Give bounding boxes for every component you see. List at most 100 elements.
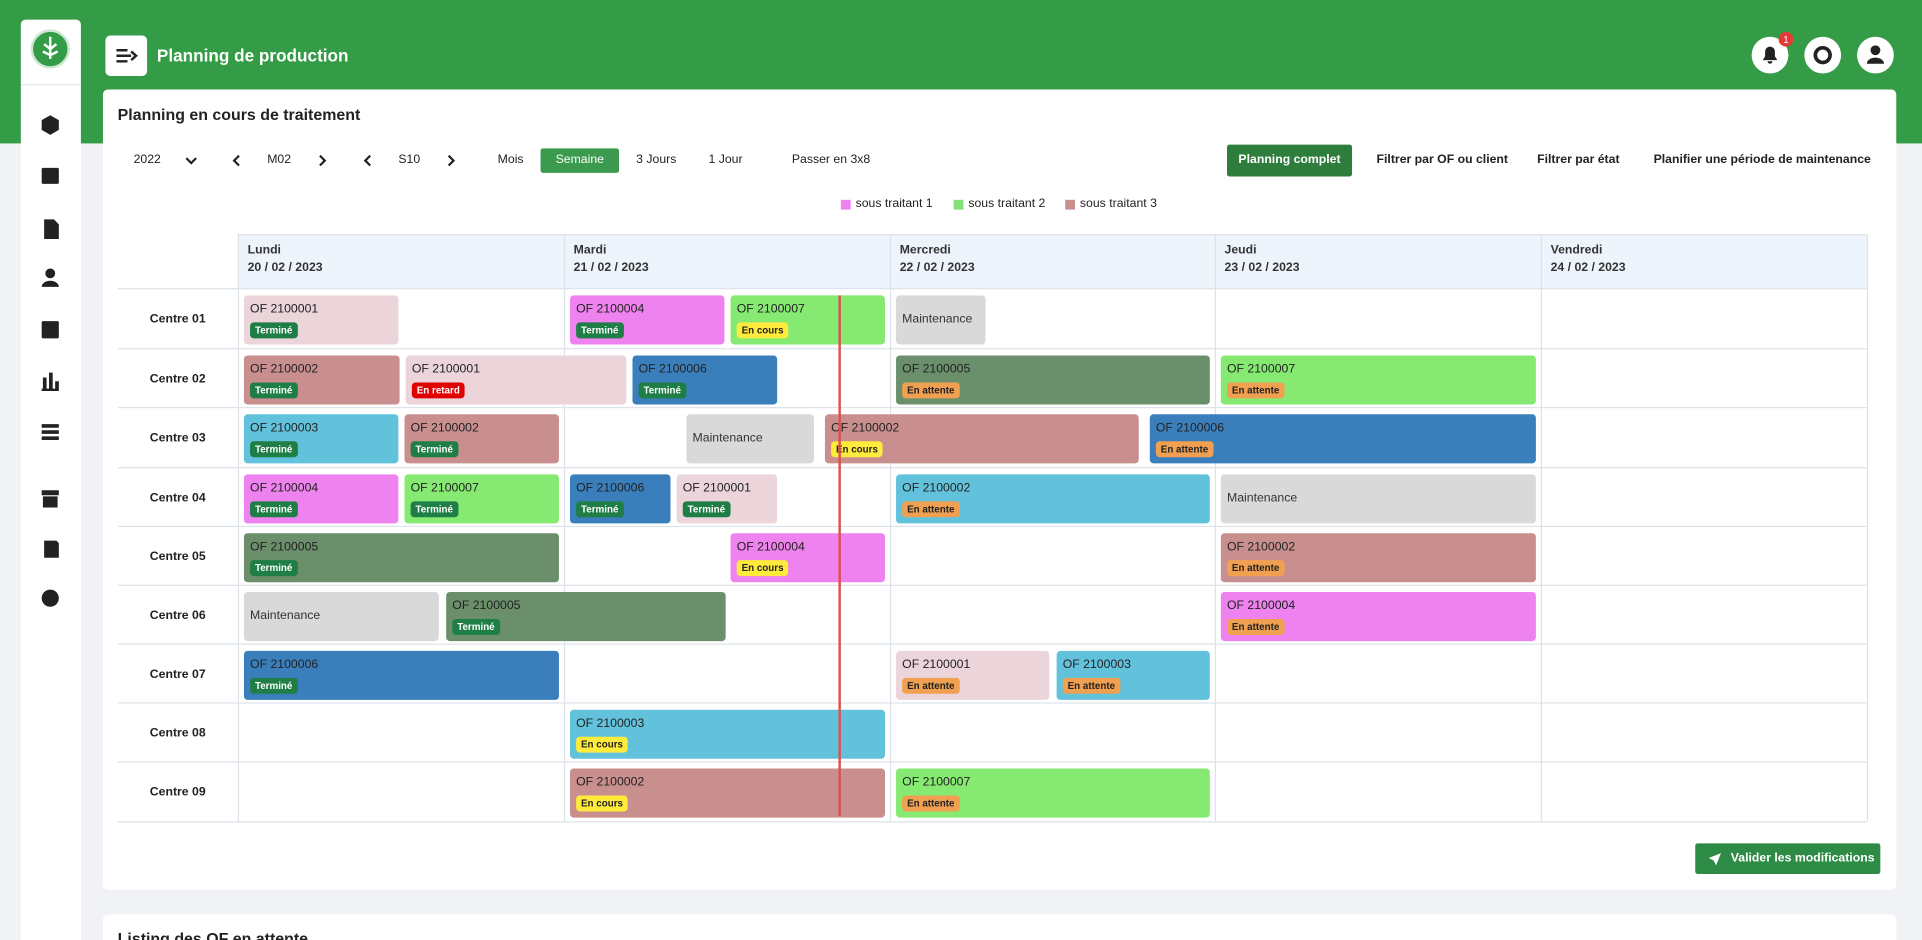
status-badge: En attente bbox=[1226, 619, 1285, 635]
chevron-button[interactable] bbox=[445, 154, 457, 167]
status-badge: Terminé bbox=[250, 322, 298, 339]
status-badge: Terminé bbox=[250, 501, 298, 518]
day-name: Lundi bbox=[247, 243, 281, 258]
task-block[interactable]: OF 2100007 En cours bbox=[730, 295, 886, 345]
task-block[interactable]: OF 2100002 En attente bbox=[1220, 533, 1536, 583]
task-block[interactable]: OF 2100002 En cours bbox=[824, 414, 1139, 464]
task-block[interactable]: OF 2100004 Terminé bbox=[243, 474, 399, 524]
nav-users[interactable] bbox=[45, 268, 56, 279]
task-block[interactable]: OF 2100003 En attente bbox=[1056, 650, 1210, 700]
task-block[interactable]: OF 2100007 En attente bbox=[1220, 355, 1536, 405]
task-block[interactable]: OF 2100002 Terminé bbox=[243, 355, 400, 405]
nav-archive[interactable] bbox=[41, 490, 59, 508]
task-block[interactable]: OF 2100007 En attente bbox=[896, 768, 1210, 818]
status-badge: En cours bbox=[736, 560, 789, 577]
task-label: OF 2100005 bbox=[902, 362, 971, 377]
view-tab[interactable]: 1 Jour bbox=[708, 153, 743, 167]
task-label: OF 2100006 bbox=[250, 658, 319, 672]
task-block[interactable]: OF 2100001 En retard bbox=[405, 355, 627, 405]
task-block[interactable]: OF 2100006 Terminé bbox=[243, 650, 559, 700]
shift-toggle[interactable]: Passer en 3x8 bbox=[791, 153, 871, 167]
grid-column-line bbox=[563, 234, 566, 822]
status-badge: En attente bbox=[1155, 441, 1214, 458]
status-badge: Terminé bbox=[576, 322, 624, 339]
status-badge: Terminé bbox=[250, 677, 298, 694]
status-badge: Terminé bbox=[452, 619, 500, 635]
chevron-button[interactable] bbox=[316, 154, 328, 167]
nav-chat[interactable] bbox=[41, 589, 59, 607]
day-name: Jeudi bbox=[1224, 243, 1257, 258]
task-block[interactable]: Maintenance bbox=[686, 414, 814, 464]
nav-stats[interactable] bbox=[41, 372, 59, 392]
task-block[interactable]: OF 2100001 Terminé bbox=[676, 474, 778, 524]
task-label: OF 2100005 bbox=[250, 540, 319, 555]
task-block[interactable]: Maintenance bbox=[896, 295, 986, 345]
row-label: Centre 01 bbox=[149, 312, 206, 327]
task-label: OF 2100001 bbox=[902, 658, 971, 672]
task-label: OF 2100002 bbox=[410, 421, 479, 436]
action-button[interactable]: Filtrer par état bbox=[1537, 153, 1620, 167]
nav-products[interactable] bbox=[41, 115, 59, 135]
grid-column-line bbox=[1540, 234, 1543, 822]
task-block[interactable]: OF 2100005 Terminé bbox=[243, 533, 559, 583]
panel-title: Planning en cours de traitement bbox=[117, 105, 361, 124]
chevron-button[interactable] bbox=[185, 154, 197, 166]
task-block[interactable]: OF 2100002 En cours bbox=[569, 768, 886, 818]
task-block[interactable]: OF 2100001 Terminé bbox=[243, 295, 399, 345]
task-label: OF 2100007 bbox=[902, 775, 971, 790]
task-block[interactable]: OF 2100001 En attente bbox=[896, 650, 1050, 700]
day-date: 24 / 02 / 2023 bbox=[1550, 261, 1626, 275]
chevron-button[interactable] bbox=[362, 154, 374, 167]
chevron-button[interactable] bbox=[230, 154, 242, 167]
task-label: OF 2100006 bbox=[1155, 421, 1225, 436]
sidebar bbox=[20, 19, 81, 940]
nav-sd[interactable] bbox=[44, 540, 59, 558]
task-block[interactable]: Maintenance bbox=[1220, 474, 1536, 524]
task-block[interactable]: OF 2100007 Terminé bbox=[404, 474, 559, 524]
nav-machines[interactable] bbox=[41, 321, 59, 339]
status-badge: En attente bbox=[902, 677, 960, 694]
view-tab[interactable]: Mois bbox=[497, 153, 524, 167]
day-header-band bbox=[237, 234, 1867, 289]
task-block[interactable]: OF 2100003 Terminé bbox=[243, 414, 399, 464]
task-block[interactable]: OF 2100005 Terminé bbox=[446, 592, 726, 642]
submit-button[interactable]: Valider les modifications bbox=[1695, 843, 1881, 874]
task-block[interactable]: OF 2100002 Terminé bbox=[404, 414, 559, 464]
row-label: Centre 06 bbox=[149, 609, 206, 623]
task-block[interactable]: OF 2100004 En attente bbox=[1220, 592, 1536, 642]
page-title: Planning de production bbox=[156, 45, 349, 65]
bell-icon bbox=[1762, 46, 1778, 64]
action-button[interactable]: Planning complet bbox=[1226, 144, 1353, 177]
task-label: OF 2100004 bbox=[576, 302, 645, 317]
grid-row-line bbox=[117, 525, 1867, 528]
grid-row-line bbox=[117, 702, 1867, 704]
task-block[interactable]: OF 2100005 En attente bbox=[896, 355, 1210, 405]
task-block[interactable]: OF 2100004 En cours bbox=[730, 533, 886, 583]
pending-title: Listing des OF en attente bbox=[117, 929, 309, 940]
nav-calendar[interactable] bbox=[41, 167, 59, 184]
status-badge: Terminé bbox=[250, 382, 298, 399]
status-badge: En attente bbox=[1226, 382, 1285, 399]
task-block[interactable]: OF 2100006 Terminé bbox=[569, 474, 671, 524]
profile-button[interactable] bbox=[1857, 36, 1894, 74]
status-badge: En retard bbox=[411, 382, 465, 399]
menu-button[interactable] bbox=[105, 35, 148, 76]
view-tab[interactable]: 3 Jours bbox=[636, 153, 677, 167]
action-button[interactable]: Planifier une période de maintenance bbox=[1653, 153, 1871, 167]
task-block[interactable]: OF 2100002 En attente bbox=[896, 474, 1210, 524]
settings-button[interactable] bbox=[1804, 36, 1842, 74]
task-block[interactable]: OF 2100003 En cours bbox=[569, 709, 886, 759]
nav-list[interactable] bbox=[41, 424, 59, 441]
status-badge: Terminé bbox=[250, 441, 298, 458]
view-tab[interactable]: Semaine bbox=[540, 148, 620, 173]
legend-swatch bbox=[840, 199, 851, 210]
task-block[interactable]: OF 2100006 En attente bbox=[1149, 414, 1536, 464]
task-block[interactable]: OF 2100004 Terminé bbox=[569, 295, 725, 345]
task-block[interactable]: OF 2100006 Terminé bbox=[632, 355, 778, 405]
task-block[interactable]: Maintenance bbox=[243, 592, 439, 642]
submit-label: Valider les modifications bbox=[1730, 851, 1875, 866]
nav-documents[interactable] bbox=[44, 219, 59, 240]
action-button[interactable]: Filtrer par OF ou client bbox=[1376, 153, 1509, 167]
year-select[interactable]: 2022 bbox=[133, 153, 161, 167]
task-label: OF 2100007 bbox=[1226, 362, 1296, 377]
